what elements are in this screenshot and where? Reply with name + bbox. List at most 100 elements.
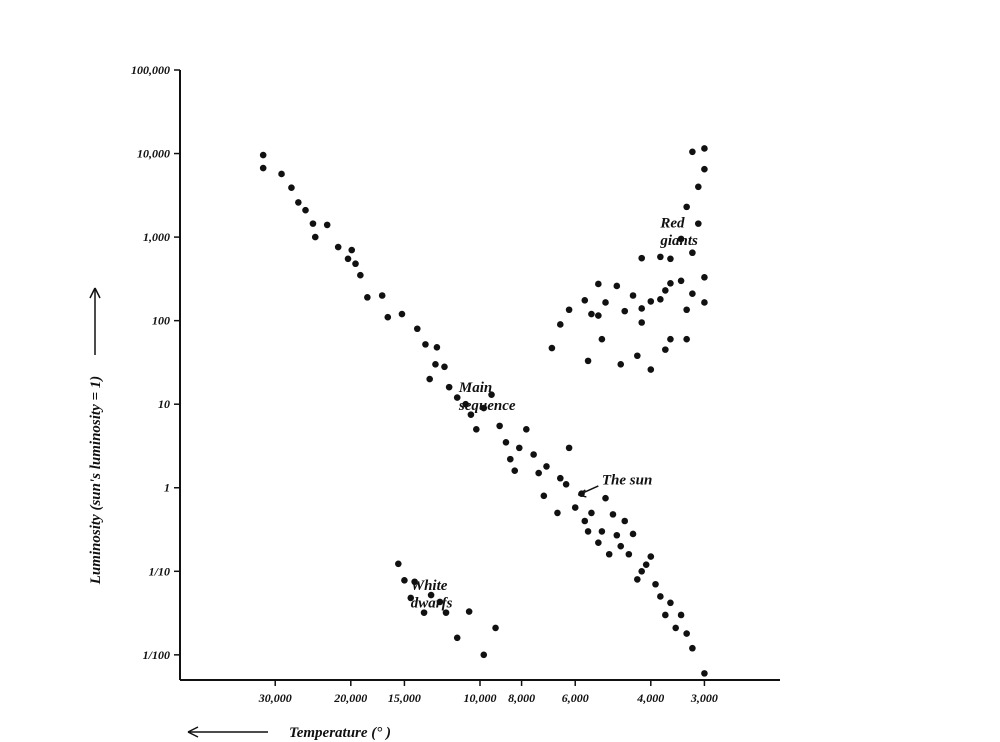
star-point [595,280,602,288]
star-point [352,260,359,268]
star-point [433,343,441,351]
star-point [667,599,674,607]
white-dwarf-point [401,577,408,584]
star-point [657,296,664,303]
y-tick-label: 1,000 [143,230,170,244]
star-point [689,644,696,652]
star-point [515,444,523,452]
star-point [677,277,685,285]
y-tick-label: 10,000 [137,147,170,161]
star-point [662,287,669,294]
star-point [259,164,267,172]
star-point [662,346,669,353]
star-point [357,271,364,279]
y-tick-label: 10 [158,397,170,411]
star-point [598,528,606,535]
star-point [540,492,548,500]
star-point [595,312,602,319]
star-point [621,517,629,525]
white-dwarf-point [442,609,450,616]
star-point [581,517,589,525]
star-point [302,206,309,214]
star-point [683,335,690,343]
star-point [595,539,602,546]
star-point [584,357,592,365]
star-point [657,253,664,261]
star-point [584,528,592,535]
star-point [311,233,319,241]
annotation-label: White [411,578,448,594]
star-point [689,249,696,257]
star-point [642,561,650,568]
star-point [453,394,461,401]
annotation-label: Red [659,216,685,232]
star-point [701,274,708,281]
x-tick-label: 30,000 [258,691,292,705]
y-axis-title: Luminosity (sun's luminosity = 1) [88,376,104,586]
star-point [672,624,679,632]
star-point [523,426,530,433]
star-point [657,593,664,600]
x-tick-label: 20,000 [333,691,367,705]
star-point [496,422,503,430]
white-dwarf-point [420,609,428,616]
star-point [348,246,356,254]
star-point [562,480,570,488]
star-point [638,254,646,262]
star-point [278,170,285,178]
star-point [629,530,637,538]
star-point [683,306,690,314]
star-point [695,220,702,227]
star-point [467,411,475,418]
star-point [701,145,708,152]
star-point [473,426,480,433]
star-point [647,366,655,373]
white-dwarf-point [427,591,435,599]
x-tick-label: 15,000 [388,691,421,705]
star-point [441,363,448,371]
star-point [701,165,708,173]
star-point [334,243,342,251]
y-tick-label: 100,000 [131,63,170,77]
star-point [689,148,696,156]
star-point [413,325,421,333]
star-point [638,567,646,575]
star-point [556,321,564,328]
star-point [548,344,556,352]
star-point [647,553,655,560]
star-point [554,509,561,517]
star-point [288,184,295,192]
star-point [683,630,690,637]
annotation-label: sequence [458,398,516,414]
star-point [422,341,429,348]
star-point [667,335,674,343]
star-point [652,580,659,588]
star-point [629,292,637,299]
star-point [605,550,613,558]
star-point [677,235,685,243]
star-point [621,307,629,315]
sun-arrow-head [577,489,587,498]
star-point [432,361,439,368]
x-tick-label: 10,000 [464,691,497,705]
star-point [667,279,674,287]
star-point [617,361,625,368]
y-tick-label: 1/10 [149,564,170,578]
star-point [462,400,469,408]
star-point [613,531,621,539]
star-point [309,220,317,227]
star-point [647,298,655,305]
star-point [480,404,488,412]
star-point [634,576,641,583]
x-axis-arrow-head [187,726,199,738]
star-point [638,305,646,312]
star-point [398,310,406,318]
star-point [384,313,392,321]
annotation-label: dwarfs [411,595,453,611]
star-point [617,542,625,550]
star-point [295,199,302,206]
star-point [556,474,564,482]
star-point [701,670,708,677]
star-point [511,467,519,474]
